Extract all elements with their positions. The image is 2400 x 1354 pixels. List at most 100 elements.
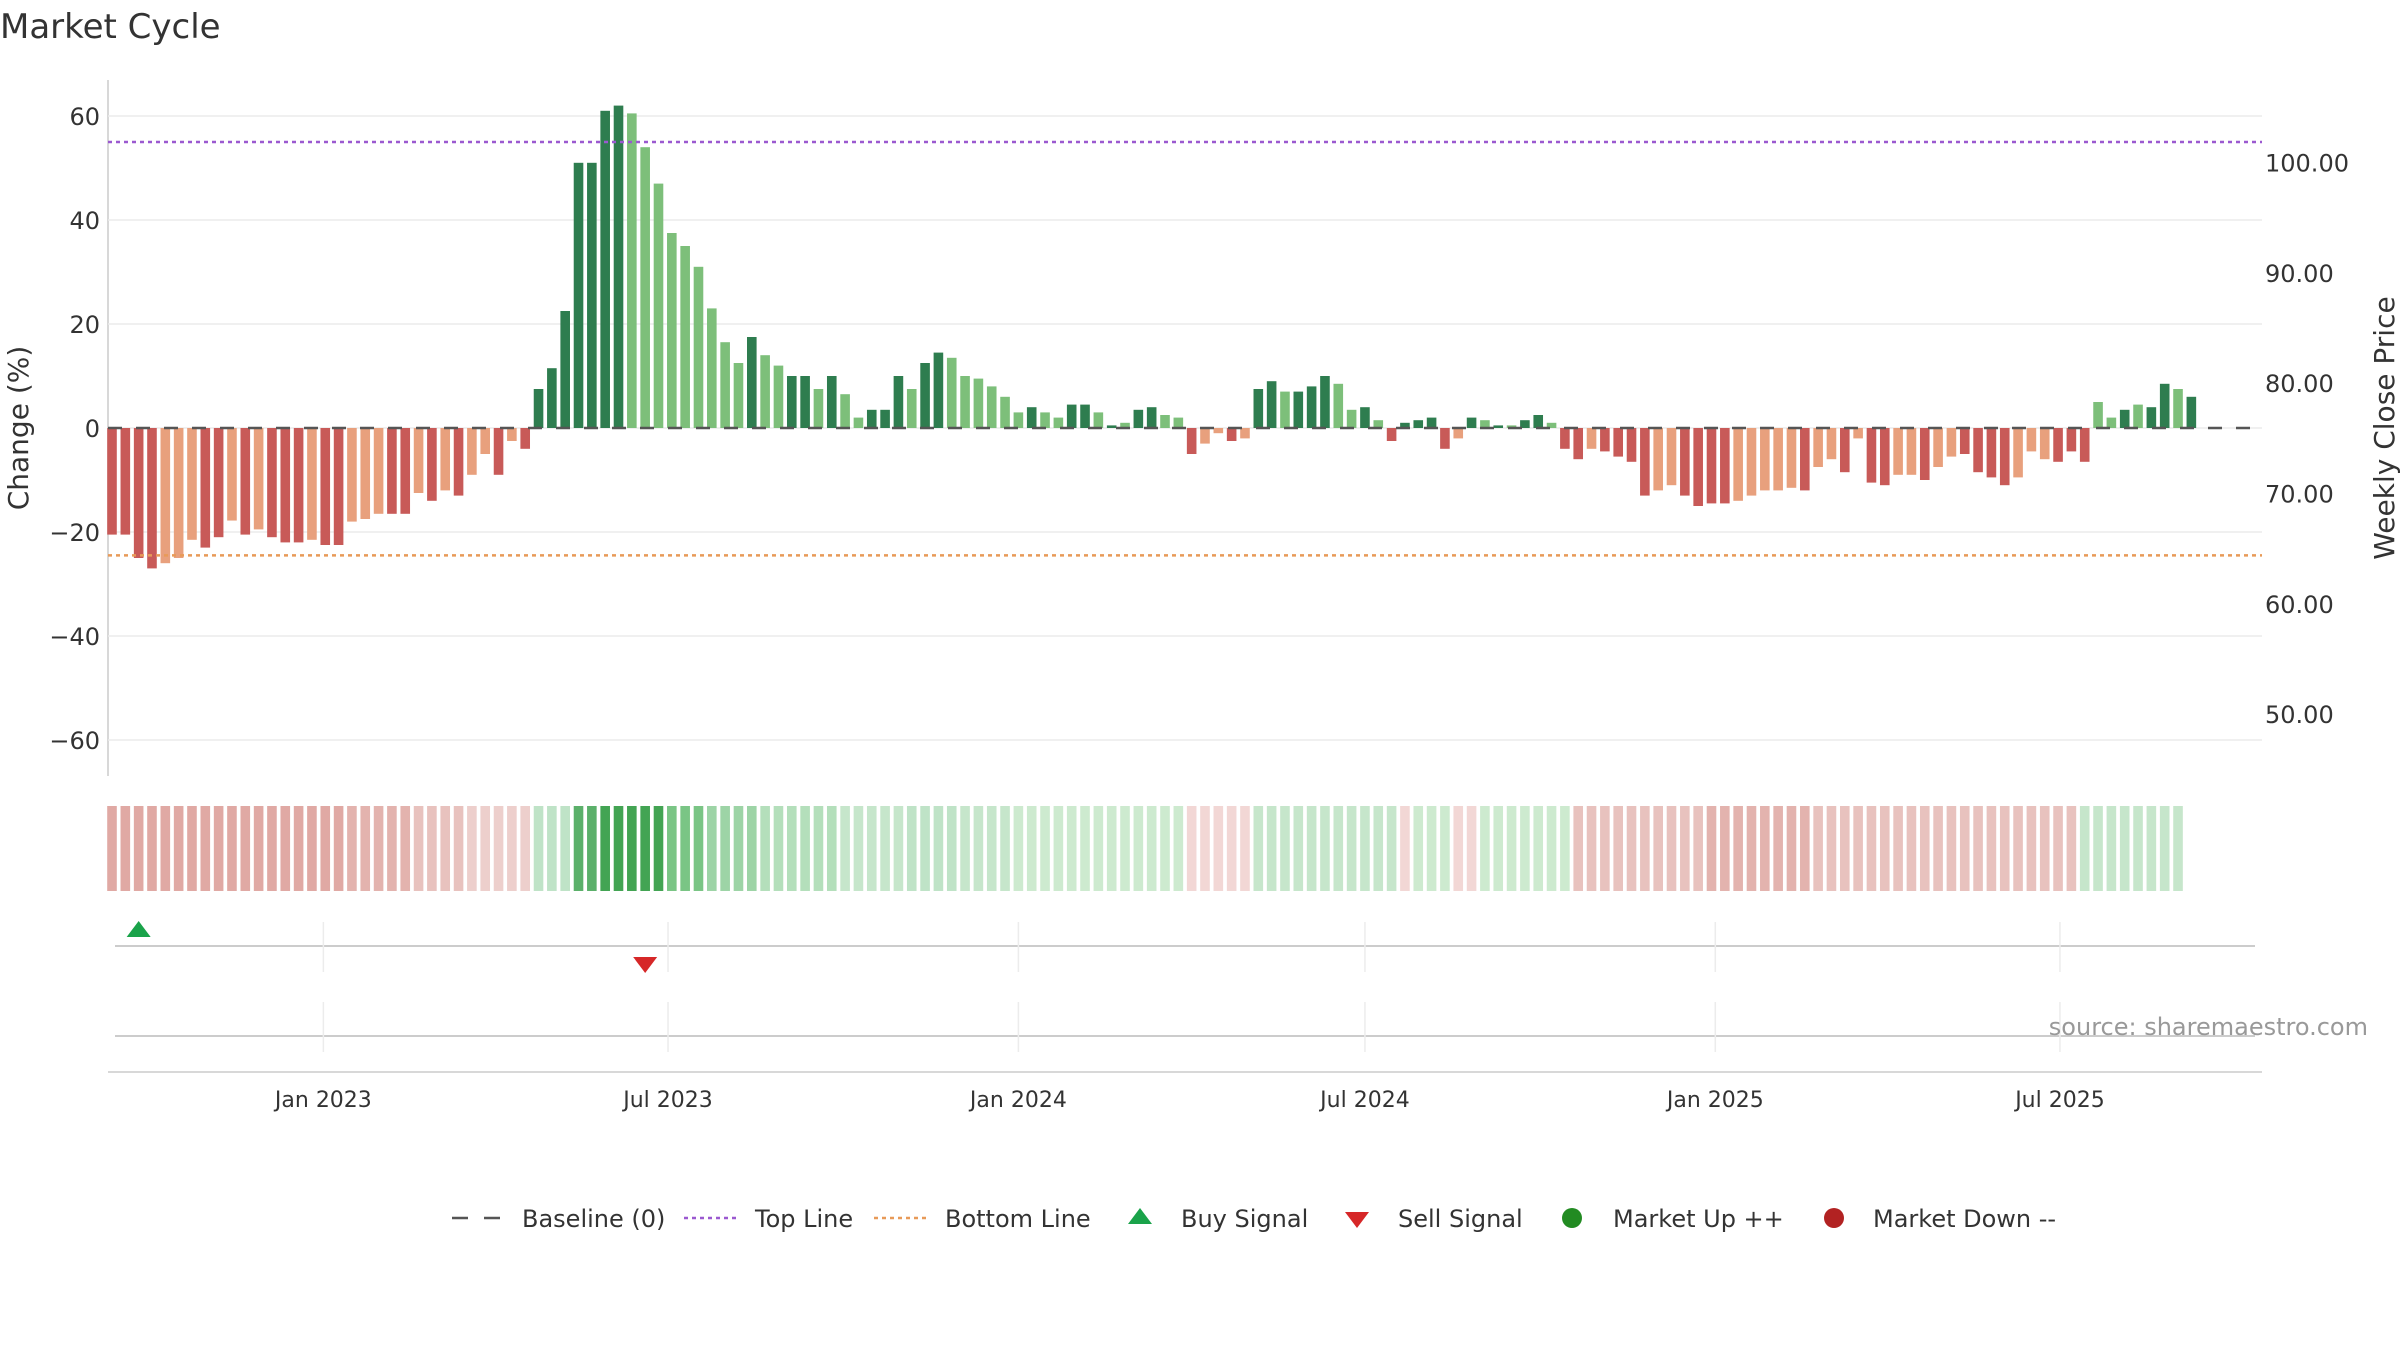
y2-axis-ticks: 100.00 90.00 80.00 70.00 60.00 50.00 — [2265, 149, 2349, 729]
change-bar — [1040, 412, 1050, 428]
regime-cell — [866, 806, 877, 891]
regime-cell — [1213, 806, 1224, 891]
change-bar — [1200, 428, 1210, 444]
change-bar — [1320, 376, 1330, 428]
legend-market-down-label: Market Down -- — [1873, 1205, 2056, 1233]
change-bar — [1426, 417, 1437, 428]
regime-cell — [1413, 806, 1424, 891]
regime-cell — [1546, 806, 1557, 891]
change-bar — [587, 162, 597, 429]
regime-cell — [1053, 806, 1064, 891]
change-bar — [1813, 428, 1823, 467]
change-bar — [200, 428, 211, 548]
regime-cell — [1013, 806, 1024, 891]
change-bar — [1306, 386, 1317, 428]
regime-cell — [1533, 806, 1544, 891]
regime-cell — [280, 806, 291, 891]
regime-cell — [1879, 806, 1890, 891]
x-tick-label: Jan 2024 — [968, 1088, 1067, 1113]
change-bar — [853, 417, 864, 428]
regime-cell — [1133, 806, 1144, 891]
regime-cell — [1026, 806, 1037, 891]
y-tick-label: 60 — [69, 103, 100, 131]
regime-cell — [933, 806, 944, 891]
change-bar — [1253, 389, 1264, 428]
change-bar — [1346, 409, 1357, 428]
regime-cell — [1400, 806, 1410, 891]
change-bar — [1053, 417, 1064, 428]
regime-cell — [1146, 806, 1157, 891]
regime-cell — [187, 806, 197, 891]
regime-cell — [1360, 806, 1370, 891]
regime-cell — [613, 806, 624, 891]
regime-cell — [1613, 806, 1623, 891]
change-bar — [1999, 428, 2010, 486]
signal-panel — [108, 921, 2262, 1073]
regime-cell — [1093, 806, 1104, 891]
change-bar — [1959, 428, 1970, 454]
regime-cell — [1853, 806, 1863, 891]
regime-cell — [1866, 806, 1877, 891]
change-bar — [227, 428, 237, 521]
change-bar — [1506, 425, 1517, 428]
regime-cell — [2039, 806, 2050, 891]
regime-cell — [840, 806, 850, 891]
change-bar — [1120, 422, 1130, 428]
y2-tick-label: 90.00 — [2265, 260, 2334, 288]
regime-cell — [360, 806, 371, 891]
change-bar — [2133, 404, 2143, 428]
regime-cell — [160, 806, 171, 891]
regime-cell — [1680, 806, 1690, 891]
change-bar — [826, 376, 837, 428]
regime-cell — [173, 806, 184, 891]
regime-cell — [200, 806, 211, 891]
regime-cell — [1346, 806, 1357, 891]
change-bar — [1773, 428, 1783, 491]
change-bar — [1026, 407, 1037, 428]
regime-cell — [1173, 806, 1184, 891]
regime-cell — [1040, 806, 1050, 891]
change-bar — [1080, 404, 1090, 428]
change-bar — [2053, 428, 2063, 462]
regime-cell — [413, 806, 424, 891]
regime-cell — [1720, 806, 1730, 891]
legend: Baseline (0) Top Line Bottom Line Buy Signa… — [452, 1205, 2056, 1233]
change-bar — [1733, 428, 1743, 501]
change-bar — [946, 357, 957, 428]
regime-cell — [760, 806, 770, 891]
change-bar — [1613, 428, 1623, 457]
change-bar — [2066, 428, 2077, 452]
y-tick-label: 0 — [85, 415, 100, 443]
change-bar — [720, 342, 730, 428]
change-bar — [320, 428, 331, 545]
regime-cell — [213, 806, 224, 891]
y-axis-ticks: 60 40 20 0 −20 −40 −60 — [49, 103, 100, 755]
change-bar — [1293, 391, 1304, 428]
change-bar — [1000, 396, 1010, 428]
y-axis-label: Change (%) — [2, 346, 35, 511]
change-bar — [347, 428, 357, 522]
regime-cell — [1120, 806, 1130, 891]
regime-cell — [1560, 806, 1570, 891]
regime-cell — [373, 806, 384, 891]
change-bar — [453, 428, 464, 496]
change-bar — [267, 428, 277, 538]
change-bar — [1879, 428, 1890, 486]
regime-cell — [2159, 806, 2170, 891]
regime-cell — [1800, 806, 1810, 891]
change-bar — [1266, 381, 1277, 428]
change-bar — [547, 368, 557, 428]
change-bar — [773, 365, 784, 428]
change-bar — [2173, 389, 2183, 428]
change-bar — [866, 409, 877, 428]
regime-cell — [1733, 806, 1743, 891]
regime-cell — [253, 806, 264, 891]
legend-sell-icon — [1345, 1212, 1369, 1228]
regime-cell — [1786, 806, 1797, 891]
change-bar — [973, 378, 984, 428]
regime-cell — [440, 806, 451, 891]
change-bar — [1653, 428, 1663, 491]
change-bar — [413, 428, 424, 493]
regime-cell — [560, 806, 570, 891]
change-bar — [160, 428, 171, 564]
